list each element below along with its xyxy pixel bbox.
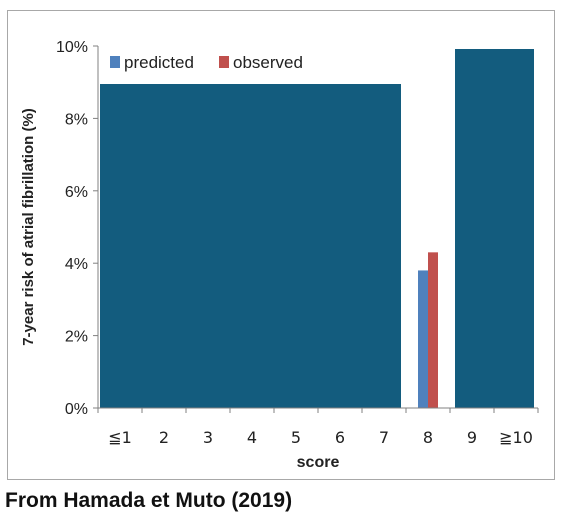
y-tick-label: 6% [65,184,88,201]
y-axis-title: 7-year risk of atrial fibrillation (%) [20,108,37,346]
occlusion-block-left [100,84,401,408]
x-tick-label: 5 [291,428,301,447]
bar-predicted-7 [418,270,428,408]
legend-label-observed: observed [233,53,303,72]
legend-label-predicted: predicted [124,53,194,72]
x-tick-label: 3 [203,428,213,447]
bar-observed-7 [428,252,438,408]
occlusion-block-right [455,49,534,408]
x-tick-label: ≧10 [499,428,533,447]
x-tick-label: 8 [423,428,433,447]
x-tick-label: 7 [379,428,389,447]
x-tick-label: 2 [159,428,169,447]
y-tick-label: 0% [65,401,88,418]
x-tick-label: ≦1 [108,428,132,447]
x-axis-title: score [297,454,340,471]
y-tick-label: 8% [65,111,88,128]
y-tick-label: 2% [65,329,88,346]
legend-swatch-predicted [110,56,120,68]
y-tick-label: 4% [65,256,88,273]
x-tick-label: 6 [335,428,345,447]
caption: From Hamada et Muto (2019) [5,489,293,512]
legend-swatch-observed [219,56,229,68]
x-tick-label: 9 [467,428,477,447]
x-tick-label: 4 [247,428,257,447]
chart-svg: 0% 2% 4% 6% 8% 10% ≦1 2 3 4 5 6 7 8 9 ≧10 score 7-year ri… [20,39,539,471]
y-tick-label: 10% [56,39,88,56]
